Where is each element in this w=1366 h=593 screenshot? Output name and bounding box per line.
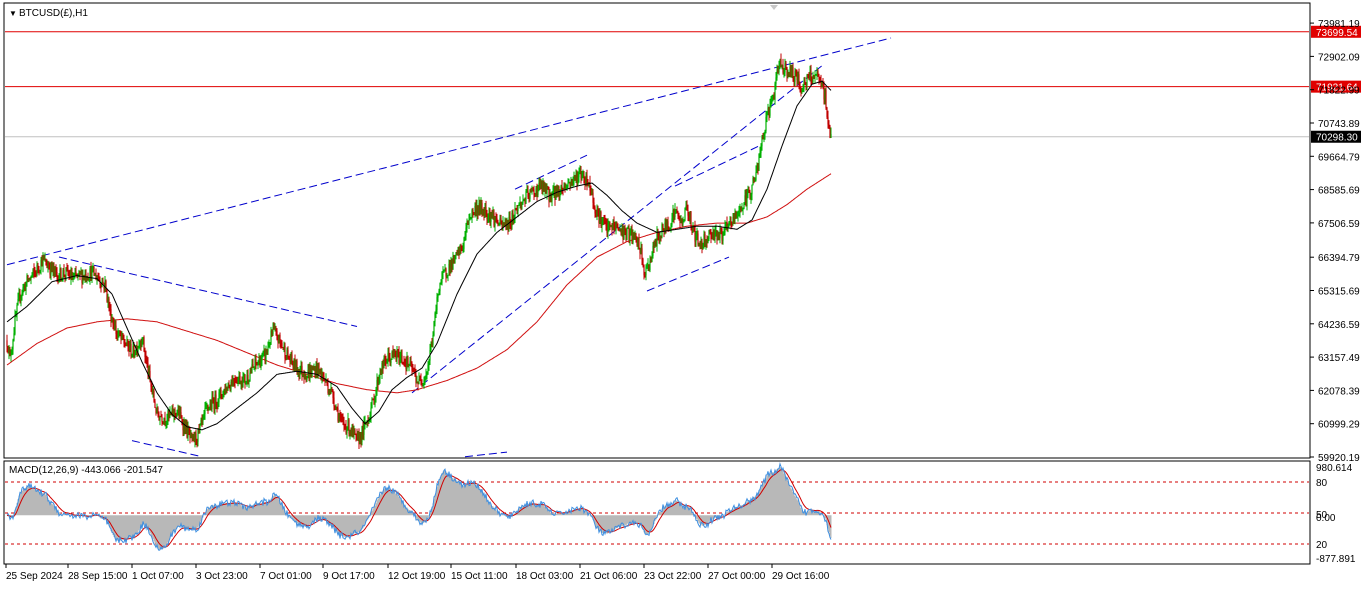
ma-slow-line xyxy=(6,173,832,394)
trendline-1 xyxy=(58,256,358,327)
macd-level-0: 0.00 xyxy=(1316,513,1336,524)
x-tick-11: 27 Oct 00:00 xyxy=(708,571,766,582)
trendline-5 xyxy=(646,256,730,292)
y-tick-5: 68585.69 xyxy=(1318,186,1360,197)
hline-tag-0: 73699.54 xyxy=(1316,28,1358,39)
x-tick-0: 25 Sep 2024 xyxy=(6,571,63,582)
x-tick-4: 7 Oct 01:00 xyxy=(260,571,312,582)
y-tick-12: 60999.29 xyxy=(1318,420,1360,431)
y-tick-4: 69664.79 xyxy=(1318,152,1360,163)
macd-level-80: 80 xyxy=(1316,478,1328,489)
hline-tag-bg-1 xyxy=(1311,80,1361,93)
scroll-marker-icon[interactable] xyxy=(770,5,778,10)
x-tick-1: 28 Sep 15:00 xyxy=(68,571,128,582)
y-tick-6: 67506.59 xyxy=(1318,219,1360,230)
trendline-4 xyxy=(514,154,588,190)
trendline-6 xyxy=(674,145,760,187)
x-tick-12: 29 Oct 16:00 xyxy=(772,571,830,582)
candles xyxy=(6,53,832,449)
y-tick-8: 65315.69 xyxy=(1318,287,1360,298)
symbol-label: BTCUSD(£),H1 xyxy=(19,8,88,19)
macd-line xyxy=(6,461,832,551)
macd-scale-top: 980.614 xyxy=(1316,463,1353,474)
symbol-menu-arrow-icon[interactable]: ▼ xyxy=(9,9,17,18)
x-tick-5: 9 Oct 17:00 xyxy=(323,571,375,582)
y-tick-2: 71822.99 xyxy=(1318,86,1360,97)
macd-level-50: 50 xyxy=(1316,510,1328,521)
hline-tag-1: 71921.64 xyxy=(1316,83,1358,94)
x-tick-7: 15 Oct 11:00 xyxy=(451,571,508,582)
current-price-tag-bg xyxy=(1311,130,1361,143)
y-tick-11: 62078.39 xyxy=(1318,386,1360,397)
trendline-7 xyxy=(464,451,508,458)
x-tick-3: 3 Oct 23:00 xyxy=(196,571,248,582)
macd-signal xyxy=(6,469,832,548)
macd-main-line xyxy=(6,461,832,551)
ma-slow-series xyxy=(6,173,832,394)
macd-levels xyxy=(5,481,1309,545)
y-tick-3: 70743.89 xyxy=(1318,119,1360,130)
ma-fast-line xyxy=(6,80,832,431)
ma-fast-series xyxy=(6,80,832,431)
trendline-2 xyxy=(131,440,200,457)
macd-scale-bottom: -877.891 xyxy=(1316,554,1356,565)
trendlines xyxy=(6,37,892,458)
horizontal-levels xyxy=(5,31,1309,88)
x-tick-9: 21 Oct 06:00 xyxy=(580,571,638,582)
x-tick-8: 18 Oct 03:00 xyxy=(516,571,574,582)
y-tick-0: 73981.19 xyxy=(1318,19,1360,30)
y-tick-10: 63157.49 xyxy=(1318,353,1360,364)
x-tick-6: 12 Oct 19:00 xyxy=(388,571,446,582)
trendline-3 xyxy=(411,65,823,394)
trendline-0 xyxy=(6,37,892,266)
macd-signal-line xyxy=(6,469,832,548)
macd-pane-border xyxy=(3,460,1311,565)
current-price-tag: 70298.30 xyxy=(1316,133,1358,144)
main-pane-border xyxy=(3,2,1311,459)
macd-histogram xyxy=(7,467,832,550)
time-axis: 25 Sep 2024 28 Sep 15:00 1 Oct 07:00 3 Oct … xyxy=(5,564,830,582)
hline-tag-bg-0 xyxy=(1311,25,1361,38)
y-tick-1: 72902.09 xyxy=(1318,52,1360,63)
x-tick-2: 1 Oct 07:00 xyxy=(132,571,184,582)
price-axis: 73699.54 71921.64 70298.30 73981.19 72902.09… xyxy=(1310,19,1361,464)
y-tick-9: 64236.59 xyxy=(1318,320,1360,331)
macd-level-20: 20 xyxy=(1316,540,1328,551)
y-tick-7: 66394.79 xyxy=(1318,253,1360,264)
x-tick-10: 23 Oct 22:00 xyxy=(644,571,702,582)
y-tick-13: 59920.19 xyxy=(1318,453,1360,464)
macd-label: MACD(12,26,9) -443.066 -201.547 xyxy=(9,465,163,476)
